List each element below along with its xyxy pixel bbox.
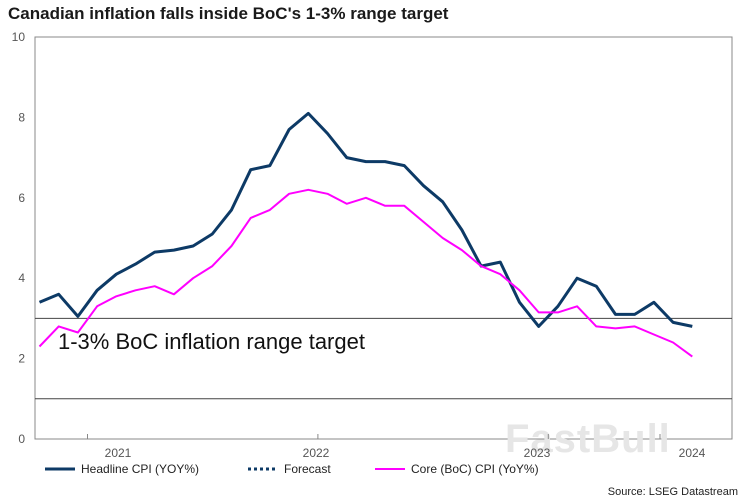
legend-label: Core (BoC) CPI (YoY%)	[411, 462, 539, 476]
legend-label: Headline CPI (YOY%)	[81, 462, 199, 476]
source-note: Source: LSEG Datastream	[608, 486, 738, 498]
y-tick-label: 10	[12, 30, 26, 44]
band-label: 1-3% BoC inflation range target	[58, 329, 365, 354]
watermark: FastBull	[505, 417, 671, 461]
legend-label: Forecast	[284, 462, 331, 476]
y-tick-label: 6	[18, 191, 25, 205]
x-tick-label: 2022	[303, 446, 330, 460]
chart-title: Canadian inflation falls inside BoC's 1-…	[8, 4, 449, 23]
series-line-headline-cpi	[38, 111, 693, 328]
x-tick-label: 2024	[679, 446, 706, 460]
y-tick-label: 4	[18, 271, 25, 285]
plot-area	[34, 36, 733, 440]
y-tick-label: 2	[18, 352, 25, 366]
x-tick-label: 2023	[524, 446, 551, 460]
y-tick-label: 0	[18, 432, 25, 446]
series-line-core-cpi	[38, 188, 693, 358]
y-tick-label: 8	[18, 110, 25, 124]
x-tick-label: 2021	[105, 446, 132, 460]
